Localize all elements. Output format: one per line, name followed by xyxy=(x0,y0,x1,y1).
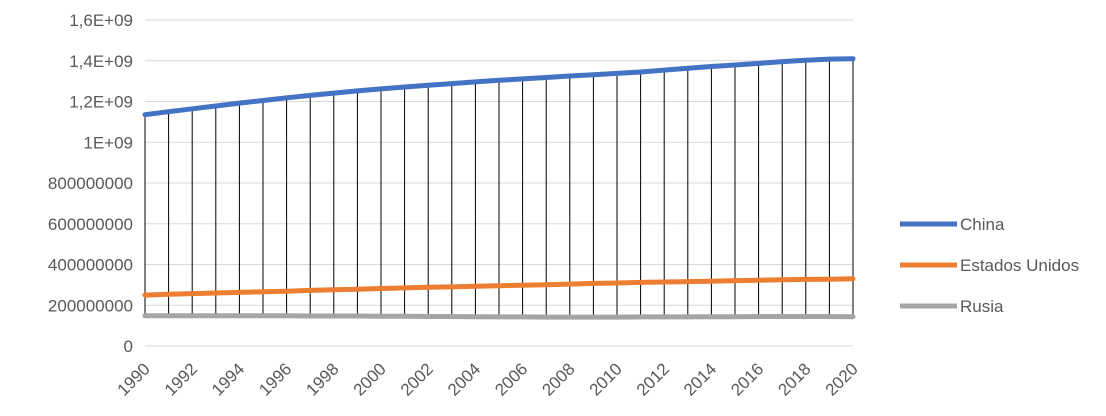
x-axis-tick-labels: 1990 1992 1994 1996 1998 2000 2002 2004 2006 2008… xyxy=(114,359,862,399)
x-tick-label: 2008 xyxy=(538,359,578,399)
x-tick-label: 1990 xyxy=(114,359,154,399)
y-tick-label: 600000000 xyxy=(48,215,133,234)
x-tick-label: 2010 xyxy=(586,359,626,399)
x-tick-label: 1994 xyxy=(208,359,248,399)
x-tick-label: 2006 xyxy=(491,359,531,399)
y-tick-label: 0 xyxy=(124,337,133,356)
x-tick-label: 2020 xyxy=(822,359,862,399)
x-tick-label: 1996 xyxy=(255,359,295,399)
legend: China Estados Unidos Rusia xyxy=(900,215,1079,316)
x-tick-label: 2012 xyxy=(633,359,673,399)
legend-label: Estados Unidos xyxy=(960,256,1079,275)
y-tick-label: 1,6E+09 xyxy=(69,11,133,30)
y-axis-tick-labels: 0 200000000 400000000 600000000 800000000 1E+… xyxy=(48,11,133,356)
x-tick-label: 2018 xyxy=(774,359,814,399)
y-tick-label: 200000000 xyxy=(48,296,133,315)
x-tick-label: 1992 xyxy=(161,359,201,399)
y-tick-label: 1,2E+09 xyxy=(69,93,133,112)
drop-lines xyxy=(144,58,854,316)
series-line-estados-unidos xyxy=(142,276,856,298)
y-tick-label: 1,4E+09 xyxy=(69,52,133,71)
y-tick-label: 1E+09 xyxy=(83,133,133,152)
x-tick-label: 2016 xyxy=(727,359,767,399)
legend-label: China xyxy=(960,215,1005,234)
y-tick-label: 400000000 xyxy=(48,256,133,275)
x-tick-label: 1998 xyxy=(302,359,342,399)
x-tick-label: 2004 xyxy=(444,359,484,399)
x-tick-label: 2002 xyxy=(397,359,437,399)
legend-label: Rusia xyxy=(960,297,1004,316)
series-line-rusia xyxy=(142,313,856,320)
x-tick-label: 2014 xyxy=(680,359,720,399)
x-tick-label: 2000 xyxy=(350,359,390,399)
y-tick-label: 800000000 xyxy=(48,174,133,193)
series-line-china xyxy=(142,56,856,118)
series-lines xyxy=(142,56,856,320)
